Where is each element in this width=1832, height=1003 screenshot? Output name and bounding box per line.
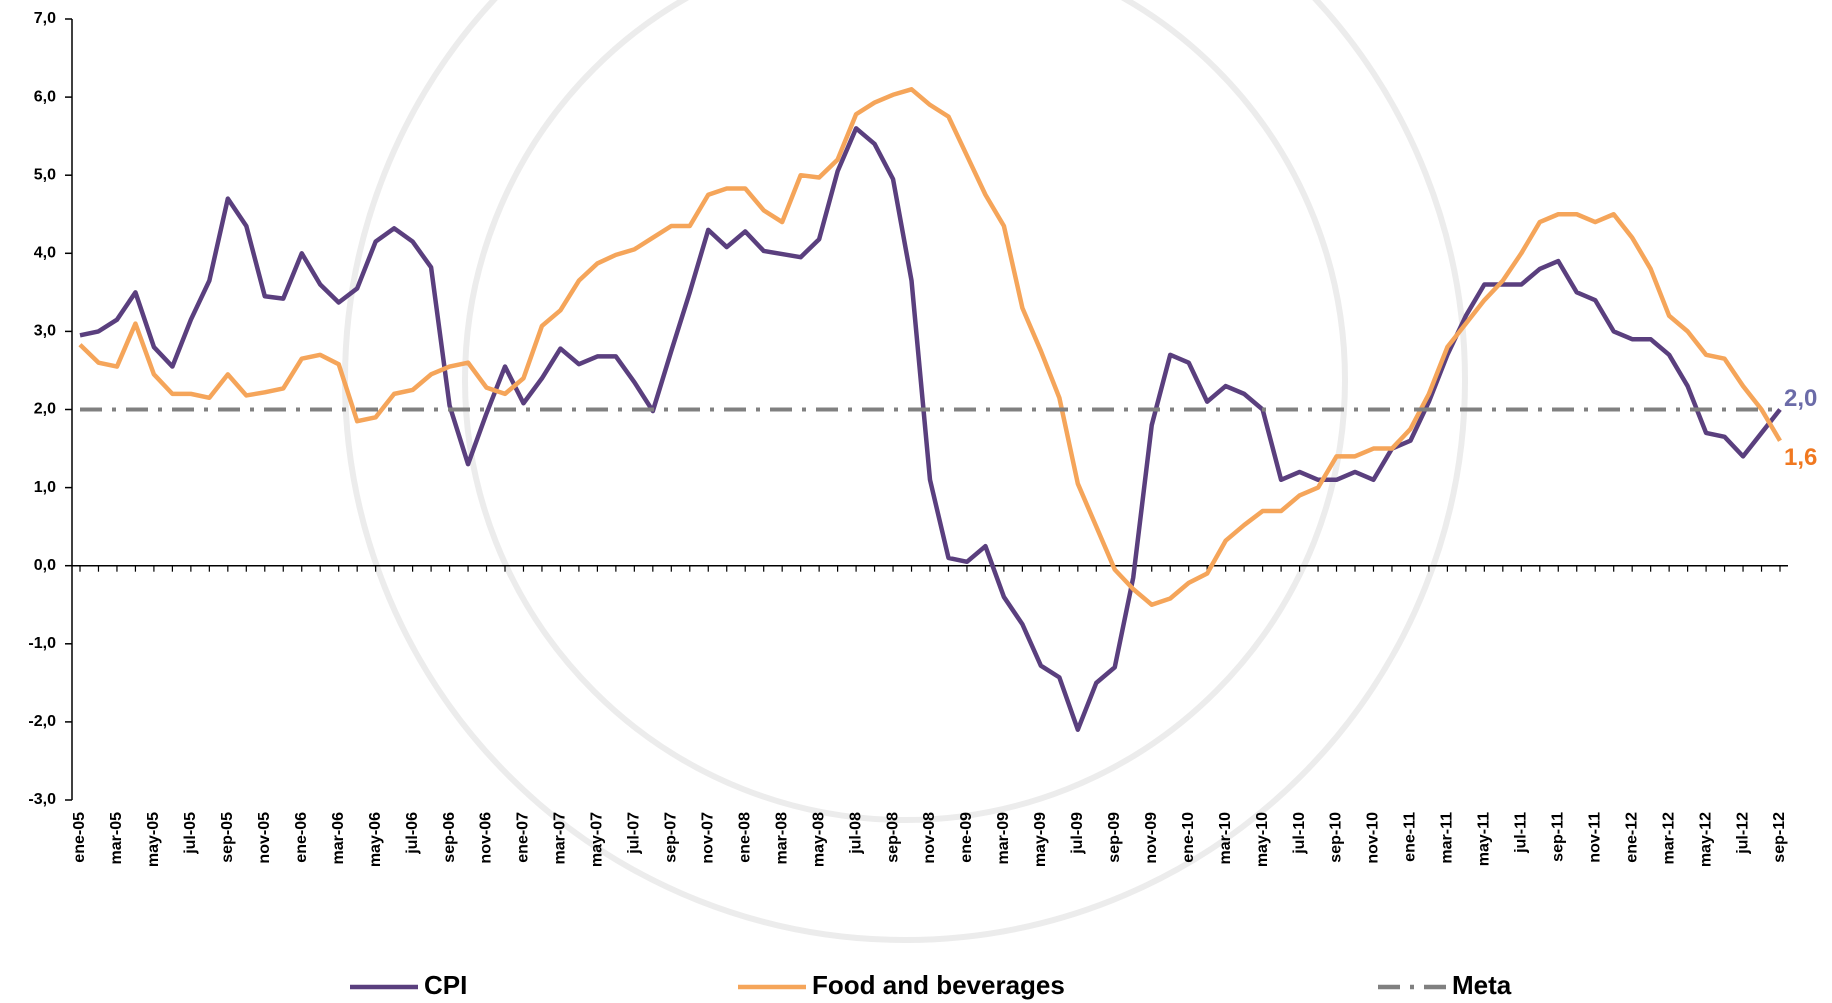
- legend-label: Meta: [1452, 970, 1512, 1000]
- x-tick-label: nov-09: [1143, 812, 1160, 864]
- x-tick-label: may-11: [1476, 812, 1493, 866]
- x-tick-label: ene-07: [515, 812, 532, 863]
- x-tick-label: nov-10: [1365, 812, 1382, 864]
- x-tick-label: may-06: [367, 812, 384, 867]
- x-tick-label: sep-11: [1549, 812, 1566, 862]
- y-tick-label: 0,0: [34, 557, 56, 574]
- x-tick-label: jul-11: [1513, 812, 1530, 854]
- x-tick-label: mar-06: [330, 812, 347, 865]
- x-tick-label: ene-08: [736, 812, 753, 863]
- x-tick-label: ene-11: [1402, 812, 1419, 862]
- x-tick-label: may-09: [1032, 812, 1049, 867]
- x-tick-label: jul-09: [1069, 812, 1086, 855]
- x-tick-label: sep-06: [441, 812, 458, 863]
- y-tick-label: 7,0: [34, 10, 56, 27]
- x-tick-label: sep-10: [1328, 812, 1345, 863]
- series-line: [80, 128, 1780, 729]
- x-tick-label: jul-12: [1734, 812, 1751, 855]
- x-tick-label: mar-07: [552, 812, 569, 865]
- x-tick-label: sep-09: [1106, 812, 1123, 863]
- x-tick-label: nov-11: [1586, 812, 1603, 863]
- x-tick-label: jul-07: [626, 812, 643, 855]
- x-tick-label: may-12: [1697, 812, 1714, 867]
- y-tick-label: 1,0: [34, 479, 56, 496]
- y-tick-label: -2,0: [28, 713, 56, 730]
- x-tick-label: nov-05: [256, 812, 273, 864]
- y-tick-label: 3,0: [34, 323, 56, 340]
- x-tick-label: ene-06: [293, 812, 310, 863]
- x-tick-label: may-10: [1254, 812, 1271, 867]
- chart: -3,0 -2,0 -1,0 0,0 1,0 2,0 3,0 4,0 5,0 6,0 7,0 ene-…: [0, 0, 1832, 1003]
- x-tick-label: ene-12: [1623, 812, 1640, 863]
- y-tick-label: 5,0: [34, 166, 56, 183]
- end-label: 1,6: [1784, 444, 1817, 471]
- y-tick-label: -1,0: [28, 635, 56, 652]
- y-tick-label: 2,0: [34, 401, 56, 418]
- x-tick-label: mar-10: [1217, 812, 1234, 865]
- x-tick-label: may-05: [145, 812, 162, 867]
- x-tick-label: ene-09: [958, 812, 975, 863]
- x-tick-label: mar-08: [773, 812, 790, 865]
- x-tick-label: jul-06: [404, 812, 421, 855]
- x-tick-label: ene-10: [1180, 812, 1197, 863]
- x-tick-label: ene-05: [71, 812, 88, 863]
- legend-label: CPI: [424, 970, 467, 1000]
- x-tick-label: nov-06: [478, 812, 495, 864]
- x-tick-label: jul-05: [182, 812, 199, 855]
- x-tick-label: sep-05: [219, 812, 236, 863]
- x-tick-label: may-08: [810, 812, 827, 867]
- x-tick-label: sep-08: [884, 812, 901, 863]
- x-tick-label: mar-09: [995, 812, 1012, 865]
- y-tick-label: 4,0: [34, 245, 56, 262]
- watermark: [345, 0, 1465, 940]
- x-tick-label: sep-07: [663, 812, 680, 863]
- x-tick-label: jul-10: [1291, 812, 1308, 855]
- end-label: 2,0: [1784, 385, 1817, 412]
- legend-label: Food and beverages: [812, 970, 1065, 1000]
- y-tick-label: -3,0: [28, 791, 56, 808]
- x-tick-label: mar-11: [1439, 812, 1456, 864]
- x-tick-label: nov-07: [699, 812, 716, 864]
- x-tick-label: sep-12: [1771, 812, 1788, 863]
- x-tick-label: nov-08: [921, 812, 938, 864]
- series-line: [80, 89, 1780, 604]
- x-tick-label: mar-12: [1660, 812, 1677, 865]
- x-tick-label: jul-08: [847, 812, 864, 855]
- y-tick-label: 6,0: [34, 88, 56, 105]
- x-tick-label: may-07: [589, 812, 606, 867]
- x-tick-label: mar-05: [108, 812, 125, 865]
- watermark-ring: [345, 0, 1465, 940]
